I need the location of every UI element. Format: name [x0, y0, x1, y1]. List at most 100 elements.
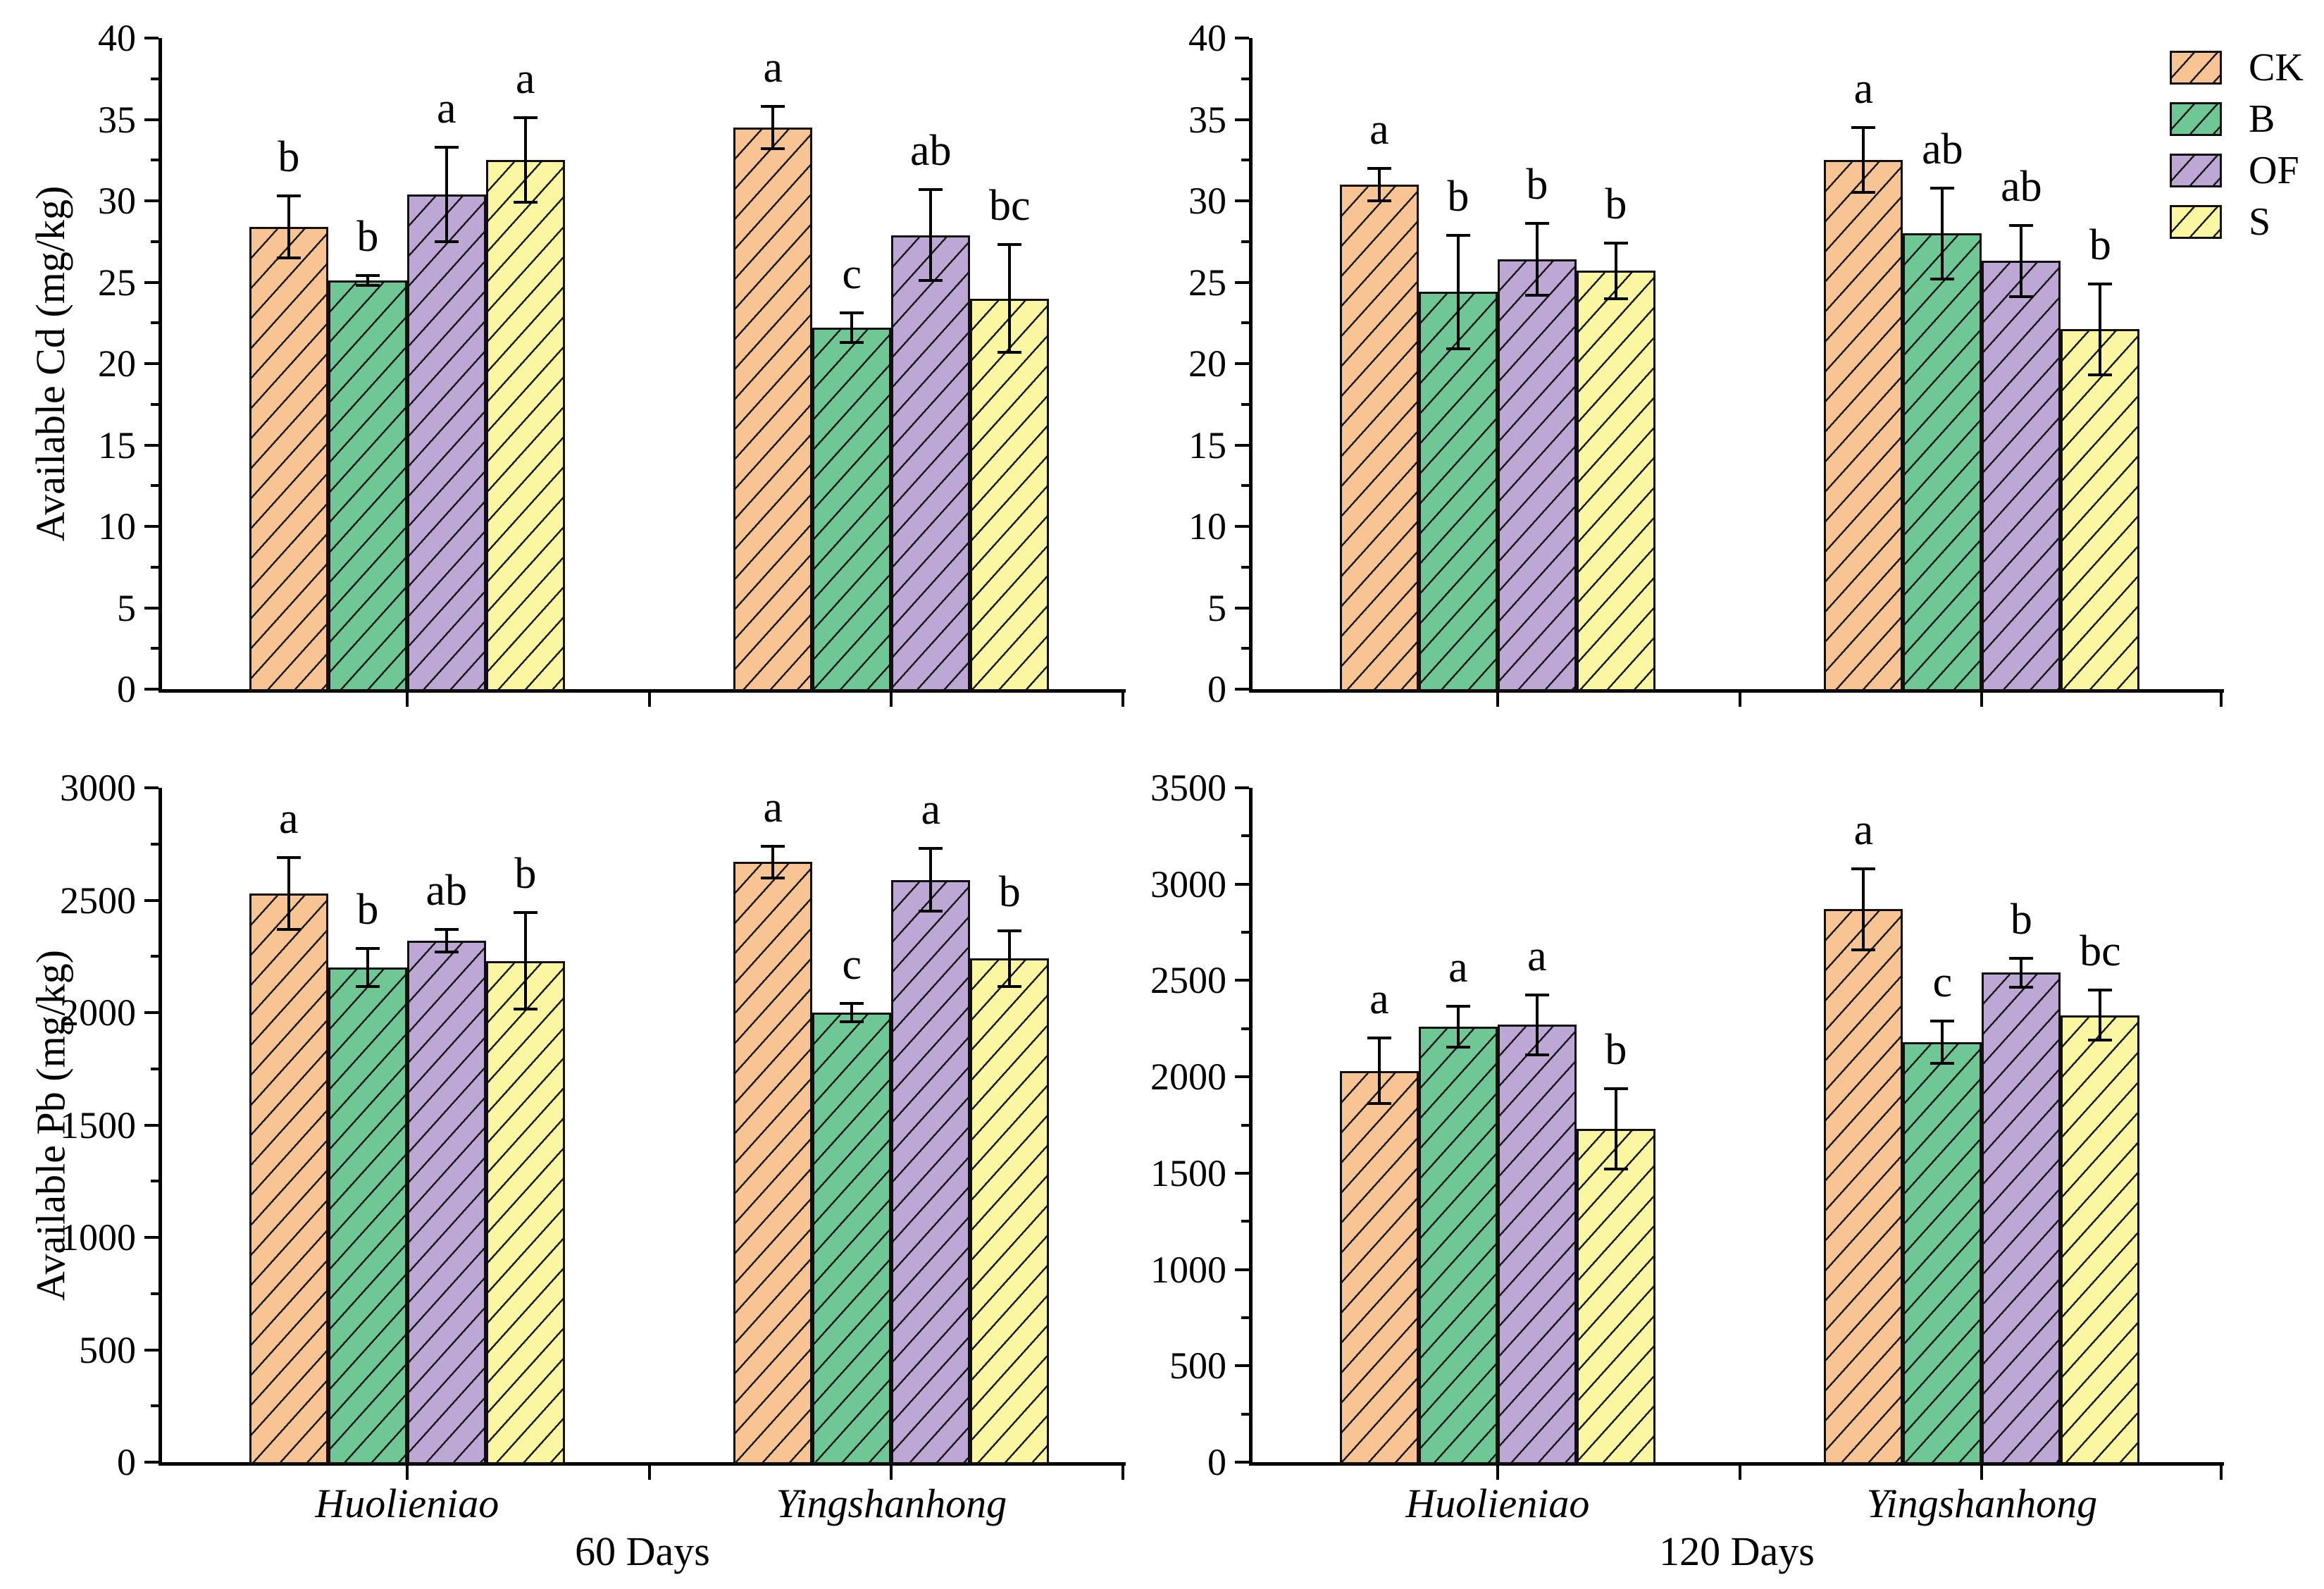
y-major-tick [144, 37, 159, 39]
y-major-tick [144, 606, 159, 610]
x-axis [1249, 689, 2224, 693]
y-minor-tick [1241, 647, 1249, 650]
error-bar [1862, 868, 1865, 950]
significance-letter: b [1605, 1025, 1627, 1074]
y-tick-label: 30 [98, 180, 136, 222]
y-tick-label: 20 [1188, 342, 1226, 385]
error-bar-cap-top [1603, 1087, 1628, 1090]
error-bar [1535, 223, 1539, 295]
significance-letter: b [1526, 161, 1548, 209]
panel-xlabel: 120 Days [1659, 1528, 1815, 1574]
y-tick-label: 2000 [1150, 1056, 1226, 1099]
y-minor-tick [1241, 1220, 1249, 1223]
error-bar-cap-bottom [2088, 1039, 2113, 1042]
error-bar [287, 857, 290, 929]
significance-letter: ab [1922, 125, 1963, 173]
error-bar [1008, 930, 1012, 987]
y-minor-tick [1241, 1123, 1249, 1127]
x-tick [1738, 693, 1741, 707]
error-bar-cap-top [998, 243, 1022, 247]
x-tick [1121, 693, 1124, 707]
error-bar [929, 189, 933, 281]
category-label-huolieniao: Huolieniao [1405, 1480, 1590, 1526]
y-tick-label: 3000 [60, 767, 136, 809]
y-major-tick [1235, 1171, 1249, 1175]
bar-s-huolieniao [1576, 1128, 1655, 1464]
significance-letter: c [842, 941, 862, 989]
bar-of-yingshanhong [1982, 972, 2061, 1464]
significance-letter: c [842, 250, 862, 299]
error-bar-cap-top [761, 844, 785, 848]
y-major-tick [144, 1461, 159, 1464]
significance-letter: bc [989, 182, 1031, 230]
y-minor-tick [151, 240, 159, 243]
bar-ck-yingshanhong [1824, 909, 1903, 1464]
y-tick-label: 40 [1188, 17, 1226, 59]
error-bar [771, 846, 775, 878]
error-bar [850, 1003, 854, 1022]
error-bar [1941, 1020, 1944, 1063]
legend-swatch-ck-icon [2170, 51, 2222, 85]
y-tick-label: 1500 [1150, 1151, 1226, 1194]
legend-label-of: OF [2249, 149, 2299, 192]
error-bar-cap-top [1851, 126, 1876, 130]
y-axis [1249, 38, 1253, 693]
significance-letter: a [763, 44, 783, 92]
error-bar [1614, 243, 1617, 299]
error-bar-cap-bottom [1367, 1102, 1391, 1106]
error-bar [445, 929, 448, 952]
significance-letter: a [1448, 944, 1468, 992]
y-major-tick [1235, 525, 1249, 528]
y-major-tick [144, 525, 159, 528]
significance-letter: bc [2080, 927, 2121, 976]
error-bar-cap-top [513, 116, 537, 120]
error-bar [445, 147, 448, 242]
significance-letter: a [1369, 105, 1389, 154]
y-tick-label: 500 [1169, 1344, 1226, 1387]
significance-letter: b [1605, 180, 1627, 229]
error-bar [366, 276, 369, 286]
y-minor-tick [151, 321, 159, 325]
error-bar-cap-bottom [998, 985, 1022, 989]
y-tick-label: 10 [98, 505, 136, 548]
significance-letter: b [1447, 172, 1469, 221]
y-major-tick [1235, 1268, 1249, 1271]
y-minor-tick [151, 484, 159, 488]
error-bar-cap-top [355, 947, 380, 951]
error-bar-cap-top [276, 194, 301, 198]
significance-letter: a [763, 783, 783, 831]
y-major-tick [144, 1123, 159, 1127]
bar-ck-huolieniao [249, 893, 328, 1464]
x-tick [647, 1466, 651, 1480]
y-tick-label: 20 [98, 342, 136, 385]
significance-letter: a [279, 794, 299, 843]
y-tick-label: 1000 [60, 1216, 136, 1259]
bar-s-yingshanhong [2061, 1015, 2140, 1464]
error-bar [850, 313, 854, 342]
error-bar [929, 848, 933, 912]
y-major-tick [1235, 280, 1249, 284]
x-tick [405, 693, 409, 707]
legend-label-b: B [2249, 97, 2275, 141]
bar-s-yingshanhong [970, 958, 1050, 1464]
y-minor-tick [1241, 484, 1249, 488]
significance-letter: b [2010, 895, 2032, 944]
bar-b-yingshanhong [1903, 1041, 1982, 1464]
bar-b-huolieniao [1418, 292, 1498, 691]
y-minor-tick [151, 77, 159, 80]
error-bar-cap-top [1446, 233, 1470, 237]
y-major-tick [1235, 118, 1249, 121]
bar-of-huolieniao [406, 194, 486, 691]
error-bar-cap-bottom [1446, 347, 1470, 351]
legend-item-of: OF [2170, 149, 2304, 192]
x-tick [1496, 1466, 1499, 1480]
y-major-tick [1235, 1075, 1249, 1079]
error-bar [2099, 283, 2102, 376]
bar-of-huolieniao [1497, 259, 1577, 691]
x-axis [159, 689, 1126, 693]
y-tick-label: 500 [79, 1328, 136, 1371]
error-bar-cap-top [1524, 222, 1549, 225]
error-bar-cap-bottom [840, 1020, 864, 1023]
y-minor-tick [151, 842, 159, 846]
error-bar-cap-bottom [355, 284, 380, 287]
